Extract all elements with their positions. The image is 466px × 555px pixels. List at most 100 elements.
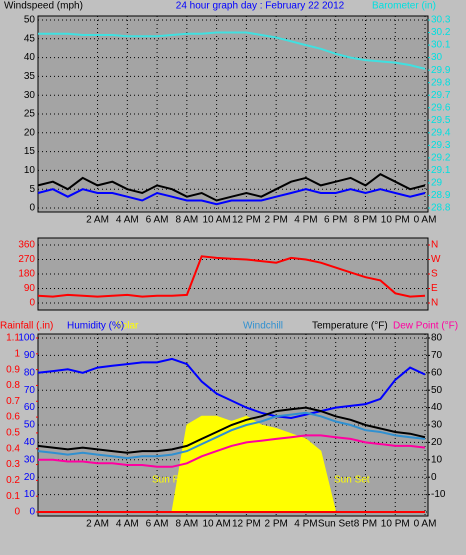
y-tick-label: 45 — [24, 33, 36, 44]
y2-tick-label: 29.8 — [431, 77, 451, 88]
y2-tick-label: 30.3 — [431, 15, 451, 26]
series-line — [37, 255, 426, 298]
y2-tick-label: S — [431, 269, 438, 280]
y2-axis-label: Barometer (in) — [372, 1, 436, 12]
x-tick-label: 12 PM — [232, 519, 261, 530]
x-tick-label: 2 AM — [86, 519, 109, 530]
y3-tick-label: 0.6 — [6, 412, 20, 423]
y-tick-label: 50 — [24, 420, 36, 431]
y2-tick-label: 30.1 — [431, 40, 451, 51]
y2-tick-label: 29.7 — [431, 90, 451, 101]
y2-tick-label: 60 — [431, 367, 443, 378]
y2-tick-label: 30 — [431, 52, 443, 63]
y2-tick-label: 30.2 — [431, 27, 451, 38]
series-line — [37, 173, 426, 202]
legend-label: Solar — [115, 321, 139, 332]
y2-tick-label: 30 — [431, 420, 443, 431]
y3-tick-label: 0 — [14, 507, 20, 518]
y3-tick-label: 0.7 — [6, 396, 20, 407]
legend-label: Humidity (%) — [67, 321, 124, 332]
y-tick-label: 40 — [24, 437, 36, 448]
x-tick-label: 0 AM — [414, 519, 437, 530]
y3-tick-label: 1.1 — [6, 333, 20, 344]
y2-tick-label: 20 — [431, 437, 443, 448]
plot-area — [37, 237, 429, 311]
y2-tick-label: 40 — [431, 402, 443, 413]
y-tick-label: 20 — [24, 472, 36, 483]
y2-tick-label: 80 — [431, 333, 443, 344]
y-tick-label: 15 — [24, 146, 36, 157]
y2-tick-label: N — [431, 240, 438, 251]
series-line — [37, 406, 426, 454]
x-tick-label: 4 PM — [294, 519, 317, 530]
y2-tick-label: 0 — [431, 472, 437, 483]
x-tick-label: 10 AM — [202, 519, 230, 530]
y-tick-label: 35 — [24, 71, 36, 82]
y3-tick-label: 0.4 — [6, 443, 20, 454]
x-tick-label: 8 AM — [175, 215, 198, 226]
y3-tick-label: 0.2 — [6, 475, 20, 486]
y-tick-label: 10 — [24, 165, 36, 176]
legend-label: Dew Point (°F) — [393, 321, 458, 332]
x-tick-label: 6 AM — [146, 215, 169, 226]
y-tick-label: 30 — [24, 90, 36, 101]
y-tick-label: 90 — [24, 283, 36, 294]
y-tick-label: 270 — [18, 254, 35, 265]
annotation: Sun Rise — [152, 475, 193, 486]
y2-tick-label: 29.9 — [431, 65, 451, 76]
y-tick-label: 0 — [29, 298, 35, 309]
chart-title: 24 hour graph day : February 22 2012 — [176, 1, 345, 12]
y-tick-label: 90 — [24, 350, 36, 361]
y-tick-label: 40 — [24, 52, 36, 63]
x-tick-label: 6 PM — [324, 215, 347, 226]
series-line — [37, 411, 426, 460]
series-line — [37, 188, 426, 206]
y2-tick-label: 28.8 — [431, 203, 451, 214]
y-tick-label: 30 — [24, 454, 36, 465]
y-tick-label: 100 — [18, 333, 35, 344]
y2-tick-label: N — [431, 298, 438, 309]
y2-tick-label: 29.4 — [431, 127, 451, 138]
y2-tick-label: -10 — [431, 489, 446, 500]
y2-tick-label: 29.3 — [431, 140, 451, 151]
y3-tick-label: 0.1 — [6, 491, 20, 502]
x-tick-label: 4 AM — [116, 215, 139, 226]
x-tick-label: 12 PM — [232, 215, 261, 226]
y-axis-label: Windspeed (mph) — [4, 1, 83, 12]
y2-tick-label: E — [431, 283, 438, 294]
y3-tick-label: 0.5 — [6, 428, 20, 439]
legend-label: Windchill — [243, 321, 283, 332]
y-tick-label: 60 — [24, 402, 36, 413]
x-tick-label: 8 PM — [354, 215, 377, 226]
x-tick-label: 6 AM — [146, 519, 169, 530]
annotation: Sun Set — [334, 475, 370, 486]
y2-tick-label: 10 — [431, 454, 443, 465]
y-tick-label: 0 — [29, 507, 35, 518]
x-tick-label: 8 AM — [175, 519, 198, 530]
y-tick-label: 360 — [18, 240, 35, 251]
y3-tick-label: 0.9 — [6, 364, 20, 375]
y2-tick-label: 29.1 — [431, 165, 451, 176]
y-tick-label: 0 — [29, 203, 35, 214]
y-tick-label: 70 — [24, 385, 36, 396]
y2-tick-label: 29.6 — [431, 102, 451, 113]
y3-tick-label: 1 — [14, 348, 20, 359]
y3-tick-label: 0.8 — [6, 380, 20, 391]
x-tick-label: Sun Set — [318, 519, 354, 530]
y-tick-label: 80 — [24, 367, 36, 378]
x-tick-label: 4 PM — [294, 215, 317, 226]
y2-tick-label: 70 — [431, 350, 443, 361]
legend-label: Temperature (°F) — [312, 321, 388, 332]
y2-tick-label: 29.2 — [431, 153, 451, 164]
x-tick-label: 2 PM — [264, 519, 287, 530]
x-tick-label: 10 AM — [202, 215, 230, 226]
legend-label: Rainfall (.in) — [0, 321, 53, 332]
y2-tick-label: 29 — [431, 178, 443, 189]
x-tick-label: 2 AM — [86, 215, 109, 226]
series-line — [38, 31, 426, 70]
series-line — [37, 357, 426, 420]
y-tick-label: 25 — [24, 109, 36, 120]
x-tick-label: 10 PM — [381, 215, 410, 226]
